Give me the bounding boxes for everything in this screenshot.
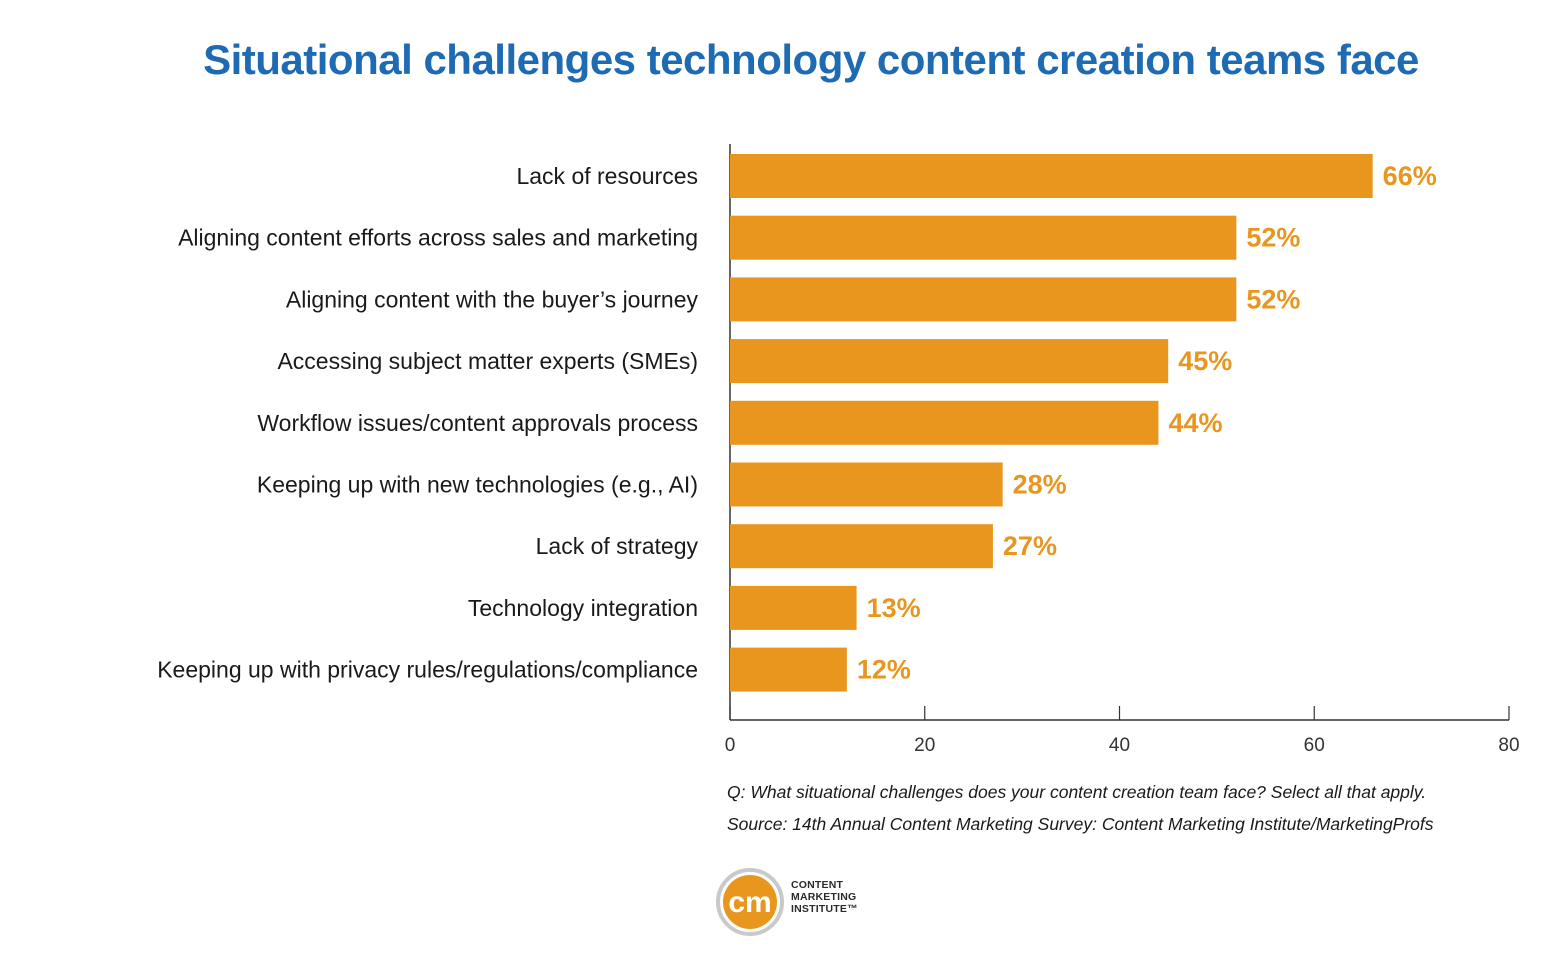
value-label: 27% bbox=[1003, 531, 1057, 561]
bar bbox=[730, 339, 1169, 384]
cmi-logo: cm CONTENT MARKETING INSTITUTE™ bbox=[716, 868, 866, 936]
bar bbox=[730, 277, 1237, 322]
question-note: Q: What situational challenges does your… bbox=[727, 782, 1427, 802]
value-label: 28% bbox=[1013, 470, 1067, 500]
bar bbox=[730, 215, 1237, 260]
category-label: Aligning content efforts across sales an… bbox=[178, 225, 698, 251]
category-label: Accessing subject matter experts (SMEs) bbox=[277, 348, 698, 374]
value-label: 52% bbox=[1246, 284, 1300, 314]
logo-line-2: MARKETING bbox=[791, 891, 857, 903]
x-tick-label: 40 bbox=[1109, 735, 1130, 756]
logo-wordmark: CONTENT MARKETING INSTITUTE™ bbox=[791, 879, 858, 915]
category-label: Keeping up with privacy rules/regulation… bbox=[157, 657, 698, 683]
cm-logo-icon: cm bbox=[716, 868, 784, 936]
value-label: 52% bbox=[1246, 223, 1300, 253]
source-note: Source: 14th Annual Content Marketing Su… bbox=[727, 814, 1434, 834]
bar bbox=[730, 462, 1003, 507]
bars-group bbox=[730, 154, 1373, 692]
value-labels: 66% 52% 52% 45% 44% 28% 27% 13% 12% bbox=[857, 161, 1437, 685]
value-label: 44% bbox=[1168, 408, 1222, 438]
value-label: 12% bbox=[857, 655, 911, 685]
x-tick-label: 0 bbox=[725, 735, 736, 756]
category-labels: Lack of resources Aligning content effort… bbox=[157, 163, 698, 683]
bar-chart: Lack of resources Aligning content effort… bbox=[157, 144, 1520, 756]
chart-title: Situational challenges technology conten… bbox=[203, 36, 1419, 83]
value-label: 66% bbox=[1383, 161, 1437, 191]
category-label: Lack of resources bbox=[516, 163, 698, 189]
x-tick-label: 60 bbox=[1304, 735, 1325, 756]
bar bbox=[730, 524, 993, 569]
category-label: Technology integration bbox=[468, 595, 698, 621]
category-label: Workflow issues/content approvals proces… bbox=[257, 410, 698, 436]
logo-line-1: CONTENT bbox=[791, 879, 844, 891]
category-label: Lack of strategy bbox=[536, 533, 699, 559]
x-tick-label: 20 bbox=[914, 735, 935, 756]
bar bbox=[730, 585, 857, 630]
bar bbox=[730, 647, 847, 692]
value-label: 13% bbox=[867, 593, 921, 623]
x-tick-labels: 0 20 40 60 80 bbox=[725, 706, 1520, 756]
category-label: Keeping up with new technologies (e.g., … bbox=[257, 472, 698, 498]
bar bbox=[730, 400, 1159, 445]
value-label: 45% bbox=[1178, 346, 1232, 376]
x-tick-label: 80 bbox=[1498, 735, 1519, 756]
logo-line-3: INSTITUTE™ bbox=[791, 903, 858, 915]
category-label: Aligning content with the buyer’s journe… bbox=[286, 286, 699, 312]
bar bbox=[730, 154, 1373, 198]
logo-mark: cm bbox=[728, 886, 771, 919]
